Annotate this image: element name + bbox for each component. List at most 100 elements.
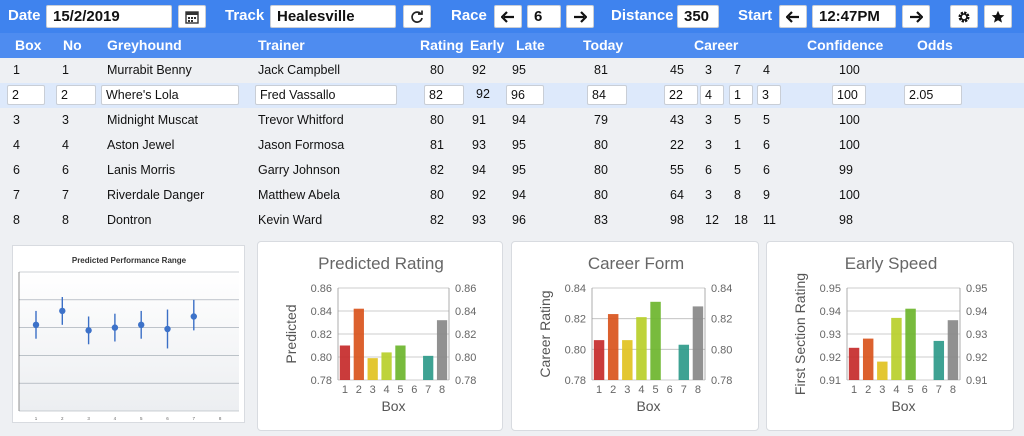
chart-title: Predicted Rating bbox=[318, 254, 444, 273]
start-label: Start bbox=[738, 7, 773, 24]
cell-greyhound: Murrabit Benny bbox=[107, 63, 192, 77]
cell-c4[interactable]: 3 bbox=[757, 85, 781, 105]
cell-greyhound[interactable]: Where's Lola bbox=[101, 85, 239, 105]
race-field[interactable]: 6 bbox=[527, 5, 561, 28]
header-early[interactable]: Early bbox=[470, 37, 505, 53]
cell-box: 3 bbox=[13, 113, 20, 127]
header-late[interactable]: Late bbox=[516, 37, 545, 53]
cell-confidence: 99 bbox=[839, 163, 853, 177]
next-race-button[interactable] bbox=[566, 5, 594, 28]
cell-late: 95 bbox=[512, 63, 526, 77]
cell-today[interactable]: 84 bbox=[587, 85, 627, 105]
cell-c2: 6 bbox=[705, 163, 712, 177]
calendar-icon bbox=[185, 10, 199, 24]
cell-confidence[interactable]: 100 bbox=[832, 85, 866, 105]
y-tick-label: 0.95 bbox=[820, 283, 841, 295]
prev-race-button[interactable] bbox=[494, 5, 522, 28]
cell-early: 92 bbox=[472, 63, 486, 77]
x-tick-label: 2 bbox=[865, 384, 871, 396]
cell-today: 80 bbox=[594, 188, 608, 202]
cell-today: 81 bbox=[594, 63, 608, 77]
table-row[interactable]: 6 6 Lanis Morris Garry Johnson 82 94 95 80 55 6 5 6… bbox=[0, 158, 1024, 183]
date-field[interactable]: 15/2/2019 bbox=[46, 5, 172, 28]
header-confidence[interactable]: Confidence bbox=[807, 37, 884, 53]
header-career[interactable]: Career bbox=[694, 37, 739, 53]
cell-odds[interactable]: 2.05 bbox=[904, 85, 962, 105]
cell-confidence: 100 bbox=[839, 138, 860, 152]
cell-rating: 80 bbox=[430, 63, 444, 77]
bar bbox=[650, 301, 661, 380]
x-tick-label: 3 bbox=[370, 384, 376, 396]
favorite-button[interactable] bbox=[984, 5, 1012, 28]
cell-box: 7 bbox=[13, 188, 20, 202]
toolbar: Date 15/2/2019 Track Healesville Race 6 … bbox=[0, 0, 1024, 33]
data-point bbox=[111, 324, 119, 331]
header-no[interactable]: No bbox=[63, 37, 82, 53]
data-point bbox=[32, 321, 40, 329]
cell-confidence: 100 bbox=[839, 113, 860, 127]
next-start-button[interactable] bbox=[902, 5, 930, 28]
cell-c3[interactable]: 1 bbox=[729, 85, 753, 105]
x-tick-label: 8 bbox=[439, 384, 445, 396]
cell-early: 92 bbox=[472, 188, 486, 202]
x-tick-label: 4 bbox=[384, 384, 390, 396]
y2-tick-label: 0.78 bbox=[711, 375, 732, 387]
early-speed-card: Early Speed 0.91 0.91 0.92 0.92 0.93 0.93 0.94 0… bbox=[766, 241, 1014, 431]
cell-trainer: Trevor Whitford bbox=[258, 113, 344, 127]
header-today[interactable]: Today bbox=[583, 37, 624, 53]
bar bbox=[622, 340, 633, 380]
cell-rating: 80 bbox=[430, 113, 444, 127]
x-tick-label: 7 bbox=[193, 416, 196, 421]
bar bbox=[423, 355, 434, 380]
performance-range-chart: Predicted Performance Range 1 2 3 4 5 6 7 8 bbox=[18, 256, 239, 421]
table-row[interactable]: 2 2 Where's Lola Fred Vassallo 82 92 96 84 22 4 1 3… bbox=[0, 83, 1024, 108]
y-tick-label: 0.82 bbox=[311, 329, 332, 341]
start-time-field[interactable]: 12:47PM bbox=[812, 5, 896, 28]
cell-today: 83 bbox=[594, 213, 608, 227]
refresh-button[interactable] bbox=[403, 5, 431, 28]
arrow-right-icon bbox=[910, 10, 923, 23]
header-greyhound[interactable]: Greyhound bbox=[107, 37, 182, 53]
x-tick-label: 5 bbox=[140, 416, 143, 421]
header-trainer[interactable]: Trainer bbox=[258, 37, 305, 53]
track-field[interactable]: Healesville bbox=[270, 5, 396, 28]
cell-rating: 82 bbox=[430, 163, 444, 177]
bar bbox=[678, 344, 690, 380]
calendar-button[interactable] bbox=[178, 5, 206, 28]
header-odds[interactable]: Odds bbox=[917, 37, 953, 53]
x-tick-label: 2 bbox=[610, 384, 616, 396]
predicted-rating-card: Predicted Rating 0.78 0.78 0.80 0.80 0.82 0.82… bbox=[257, 241, 503, 431]
cell-trainer: Kevin Ward bbox=[258, 213, 323, 227]
settings-button[interactable] bbox=[950, 5, 978, 28]
prev-start-button[interactable] bbox=[779, 5, 807, 28]
x-tick-label: 1 bbox=[342, 384, 348, 396]
table-row[interactable]: 8 8 Dontron Kevin Ward 82 93 96 83 98 12 18 11 98 bbox=[0, 208, 1024, 233]
y2-tick-label: 0.80 bbox=[711, 344, 732, 356]
y2-tick-label: 0.86 bbox=[455, 283, 476, 295]
header-box[interactable]: Box bbox=[15, 37, 42, 53]
cell-c1: 55 bbox=[670, 163, 684, 177]
table-row[interactable]: 7 7 Riverdale Danger Matthew Abela 80 92 94 80 6… bbox=[0, 183, 1024, 208]
table-row[interactable]: 4 4 Aston Jewel Jason Formosa 81 93 95 80 22 3 1 6 1… bbox=[0, 133, 1024, 158]
cell-rating: 81 bbox=[430, 138, 444, 152]
cell-rating[interactable]: 82 bbox=[424, 85, 464, 105]
cell-c4: 5 bbox=[763, 113, 770, 127]
table-row[interactable]: 3 3 Midnight Muscat Trevor Whitford 80 91 94 79… bbox=[0, 108, 1024, 133]
table-row[interactable]: 1 1 Murrabit Benny Jack Campbell 80 92 95 81 45 3… bbox=[0, 58, 1024, 83]
cell-greyhound: Dontron bbox=[107, 213, 152, 227]
runners-table: Box No Greyhound Trainer Rating Early La… bbox=[0, 33, 1024, 236]
cell-c2[interactable]: 4 bbox=[700, 85, 724, 105]
y-tick-label: 0.78 bbox=[565, 375, 586, 387]
cell-c1[interactable]: 22 bbox=[664, 85, 698, 105]
distance-label: Distance bbox=[611, 7, 674, 24]
race-label: Race bbox=[451, 7, 487, 24]
cell-box[interactable]: 2 bbox=[7, 85, 45, 105]
y-tick-label: 0.91 bbox=[820, 375, 841, 387]
cell-late[interactable]: 96 bbox=[506, 85, 544, 105]
bar bbox=[636, 317, 647, 380]
distance-field[interactable]: 350 bbox=[677, 5, 719, 28]
cell-trainer[interactable]: Fred Vassallo bbox=[255, 85, 397, 105]
cell-late: 94 bbox=[512, 113, 526, 127]
cell-no[interactable]: 2 bbox=[56, 85, 96, 105]
header-rating[interactable]: Rating bbox=[420, 37, 464, 53]
